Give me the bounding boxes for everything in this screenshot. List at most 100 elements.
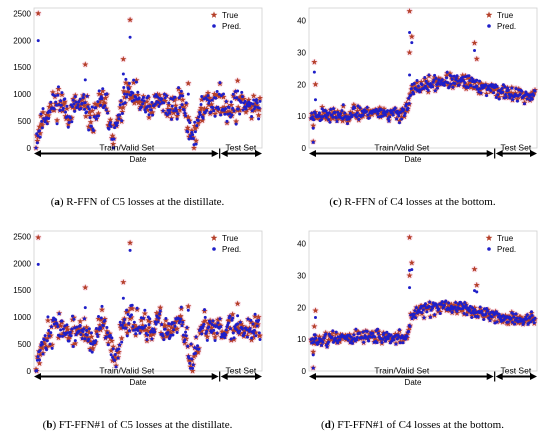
data-point-true [208,325,215,331]
segment-label-test: Test Set [500,143,531,153]
data-point-true [103,328,110,334]
data-point-pred [122,317,126,321]
arrow-head [220,150,228,157]
data-point-true [448,301,455,308]
data-point-pred [383,113,387,117]
data-point-true [86,329,93,336]
data-point-pred [174,107,178,111]
data-point-true [83,104,90,111]
data-point-pred [39,112,43,116]
data-point-true [108,337,115,344]
data-point-true [133,77,140,83]
data-point-pred [236,314,240,318]
data-point-pred [532,93,536,97]
data-point-pred [219,113,223,117]
data-point-pred [471,306,475,310]
y-tick-label: 0 [302,144,307,153]
data-point-pred [509,93,513,97]
data-point-pred [331,329,335,333]
data-point-pred [40,342,44,346]
data-point-pred [478,79,482,83]
data-point-pred [234,122,238,126]
data-point-pred [253,105,257,109]
data-point-pred [203,308,207,312]
data-point-pred [333,110,337,114]
data-point-pred [522,320,526,324]
data-point-true [191,144,197,151]
data-point-pred [494,310,498,314]
data-point-pred [111,347,115,351]
series-pred [309,31,537,144]
data-point-true [214,92,221,98]
data-point-pred [83,78,87,82]
data-point-true [65,121,72,127]
data-point-true [61,98,68,105]
data-point-pred [66,331,70,335]
chart-a: 0 500 1000 1500 2000 2500 True Pred. Train/Valid… [13,7,264,164]
data-point-true [322,329,329,336]
series-true [33,10,263,151]
data-point-pred [196,119,200,123]
data-point-pred [338,338,342,342]
data-point-pred [246,317,250,321]
data-point-pred [463,81,467,85]
data-point-pred [85,94,89,98]
data-point-pred [54,318,58,322]
data-point-pred [73,95,77,99]
data-point-pred [506,320,510,324]
arrow-head [255,150,262,157]
data-point-true [310,122,317,129]
data-point-pred [355,338,359,342]
data-point-true [226,317,233,323]
data-point-pred [514,87,518,91]
data-point-pred [71,344,75,348]
data-point-true [117,104,124,110]
data-point-pred [178,319,182,323]
data-point-pred [199,102,203,106]
data-point-true [212,110,219,117]
data-point-true [234,77,241,84]
data-point-true [185,80,192,86]
data-point-true [89,107,96,114]
data-point-pred [75,325,79,329]
data-point-true [104,108,111,115]
data-point-pred [69,334,73,338]
segment-label-test: Test Set [225,366,256,376]
data-point-pred [219,325,223,329]
data-point-pred [231,316,235,320]
data-point-pred [107,127,111,131]
data-point-pred [391,113,395,117]
data-point-pred [497,97,501,101]
data-point-true [179,96,186,103]
data-point-pred [327,340,331,344]
data-point-true [164,333,171,339]
data-point-pred [428,315,432,319]
data-point-pred [40,119,44,123]
data-point-pred [461,307,465,311]
data-point-true [141,99,148,106]
data-point-pred [452,74,456,78]
data-point-pred [205,330,209,334]
data-point-true [406,49,413,56]
data-point-pred [433,73,437,77]
data-point-pred [479,91,483,95]
data-point-pred [104,335,108,339]
data-point-true [198,327,205,334]
data-point-true [36,123,43,130]
data-point-true [82,113,89,119]
data-point-pred [125,92,129,96]
data-point-true [45,330,52,337]
data-point-pred [500,86,504,90]
data-point-pred [312,118,316,122]
data-point-pred [144,324,148,328]
data-point-pred [515,316,519,320]
data-point-pred [509,316,513,320]
data-point-pred [70,120,74,124]
y-tick-label: 2500 [13,9,31,18]
data-point-true [108,347,115,354]
data-point-pred [382,109,386,113]
data-point-pred [440,303,444,307]
data-point-true [35,234,42,241]
data-point-pred [357,331,361,335]
data-point-true [130,79,137,86]
